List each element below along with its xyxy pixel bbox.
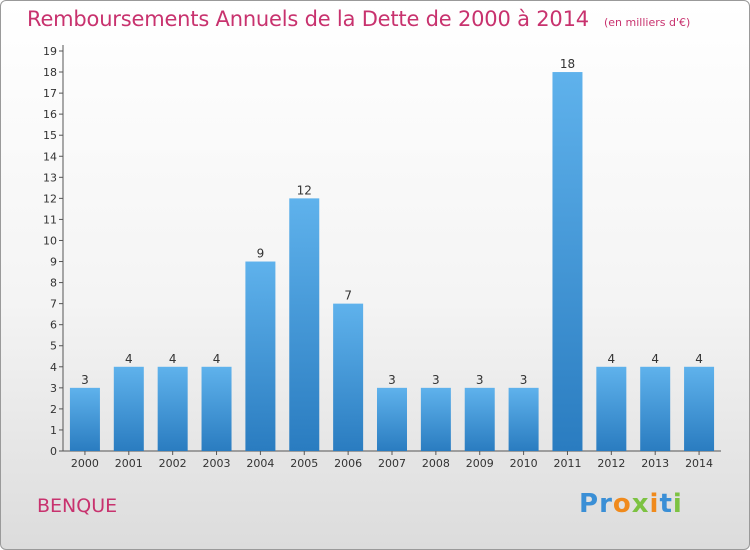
logo-letter: r	[599, 489, 613, 519]
bar	[113, 366, 144, 451]
bar	[508, 387, 539, 451]
x-tick-label: 2012	[597, 457, 625, 470]
x-tick-label: 2007	[378, 457, 406, 470]
logo-letter: o	[612, 489, 632, 519]
bar-value-label: 9	[257, 247, 265, 261]
bar-value-label: 4	[608, 352, 616, 366]
y-tick-label: 12	[43, 192, 57, 205]
y-tick-label: 3	[50, 382, 57, 395]
bar	[289, 198, 320, 451]
bar	[377, 387, 407, 451]
logo-letter: i	[649, 489, 660, 519]
bar	[464, 387, 495, 451]
y-tick-label: 13	[43, 171, 57, 184]
bar-value-label: 18	[560, 57, 575, 71]
x-tick-label: 2013	[641, 457, 669, 470]
bar	[245, 261, 276, 451]
y-tick-label: 11	[43, 213, 57, 226]
y-tick-label: 19	[43, 45, 57, 58]
y-tick-label: 7	[50, 298, 57, 311]
y-tick-label: 18	[43, 66, 57, 79]
bar-value-label: 12	[297, 183, 312, 197]
bar	[640, 366, 671, 451]
y-tick-label: 9	[50, 256, 57, 269]
bar-value-label: 4	[125, 352, 133, 366]
y-tick-label: 10	[43, 234, 57, 247]
x-tick-label: 2000	[71, 457, 99, 470]
y-tick-label: 14	[43, 150, 57, 163]
bar	[552, 72, 583, 451]
bar	[157, 366, 188, 451]
bar-value-label: 3	[81, 373, 89, 387]
x-tick-label: 2008	[422, 457, 450, 470]
bar	[69, 387, 100, 451]
bar	[684, 366, 715, 451]
logo-letter: P	[579, 489, 600, 519]
bar	[420, 387, 451, 451]
x-tick-label: 2014	[685, 457, 713, 470]
bar-value-label: 4	[169, 352, 177, 366]
place-name: BENQUE	[37, 495, 118, 517]
bar-value-label: 7	[344, 289, 352, 303]
x-tick-label: 2011	[553, 457, 581, 470]
bar	[596, 366, 627, 451]
bar	[333, 303, 364, 451]
bar-value-label: 3	[388, 373, 396, 387]
bar-value-label: 4	[651, 352, 659, 366]
y-tick-label: 5	[50, 340, 57, 353]
logo-letter: i	[672, 489, 683, 519]
y-tick-label: 15	[43, 129, 57, 142]
x-tick-label: 2003	[203, 457, 231, 470]
x-tick-label: 2009	[466, 457, 494, 470]
bar-value-label: 3	[476, 373, 484, 387]
bar-value-label: 4	[695, 352, 703, 366]
x-tick-label: 2004	[246, 457, 274, 470]
chart-title-text: Remboursements Annuels de la Dette de 20…	[27, 7, 589, 31]
x-tick-label: 2010	[510, 457, 538, 470]
proxiti-logo: Proxiti	[579, 489, 683, 519]
chart-bars: 3 4 4 4 9 12 7 3 3 3 3 18 4 4 4	[69, 57, 715, 451]
bar-value-label: 4	[213, 352, 221, 366]
x-tick-label: 2005	[290, 457, 318, 470]
y-tick-label: 17	[43, 87, 57, 100]
logo-letter: t	[659, 489, 673, 519]
y-tick-label: 1	[50, 424, 57, 437]
bar-value-label: 3	[432, 373, 440, 387]
y-tick-label: 6	[50, 319, 57, 332]
chart-title: Remboursements Annuels de la Dette de 20…	[27, 7, 690, 31]
x-tick-label: 2002	[159, 457, 187, 470]
chart-unit: (en milliers d'€)	[604, 16, 691, 29]
bar-value-label: 3	[520, 373, 528, 387]
y-tick-label: 2	[50, 403, 57, 416]
x-tick-label: 2006	[334, 457, 362, 470]
y-tick-label: 4	[50, 361, 57, 374]
y-tick-label: 8	[50, 277, 57, 290]
logo-letter: x	[631, 489, 650, 519]
y-tick-label: 0	[50, 445, 57, 458]
y-tick-label: 16	[43, 108, 57, 121]
x-tick-label: 2001	[115, 457, 143, 470]
bar	[201, 366, 232, 451]
